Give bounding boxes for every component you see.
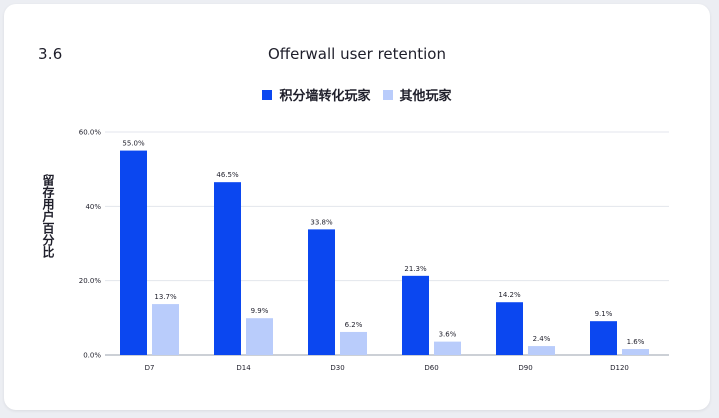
bar <box>152 304 179 355</box>
legend-label-offerwall: 积分墙转化玩家 <box>279 89 371 104</box>
bar-chart-plot: 0.0% 20.0% 40% 60.0% 55.0% 13.7% D7 46.5% 9.9% D1… <box>79 129 669 372</box>
bar-value-label: 13.7% <box>154 293 177 301</box>
bar <box>528 346 555 355</box>
report-card: 3.6 Offerwall user retention 积分墙转化玩家 其他玩… <box>4 4 710 410</box>
bar <box>308 229 335 355</box>
bar <box>590 321 617 355</box>
bar-value-label: 2.4% <box>533 335 551 343</box>
bar-value-label: 9.9% <box>251 307 269 315</box>
legend-item-offerwall: 积分墙转化玩家 <box>262 85 371 104</box>
x-tick-label: D60 <box>424 364 438 372</box>
y-tick-label: 40% <box>85 203 101 211</box>
bar-value-label: 33.8% <box>310 218 333 226</box>
x-tick-label: D30 <box>330 364 344 372</box>
bar <box>434 341 461 355</box>
bar-value-label: 9.1% <box>595 310 613 318</box>
y-tick-label: 20.0% <box>79 277 102 285</box>
legend-swatch-other <box>382 89 393 100</box>
bar-value-label: 21.3% <box>404 265 427 273</box>
y-axis-label: 留存用户百分比 <box>41 174 55 258</box>
bar <box>246 318 273 355</box>
x-tick-label: D7 <box>145 364 155 372</box>
legend-item-other: 其他玩家 <box>382 85 452 104</box>
chart-legend: 积分墙转化玩家 其他玩家 <box>4 85 710 104</box>
bar-value-label: 1.6% <box>627 338 645 346</box>
bar-value-label: 14.2% <box>498 291 521 299</box>
bar-value-label: 46.5% <box>216 171 239 179</box>
bar <box>402 275 429 355</box>
bar-value-label: 6.2% <box>345 321 363 329</box>
bar <box>120 150 147 355</box>
x-tick-label: D120 <box>610 364 629 372</box>
bar <box>622 349 649 355</box>
bar <box>496 302 523 355</box>
bar-value-label: 55.0% <box>122 140 145 148</box>
bar <box>214 182 241 355</box>
bar-value-label: 3.6% <box>439 331 457 339</box>
figure-number: 3.6 <box>38 45 63 63</box>
legend-label-other: 其他玩家 <box>399 89 452 104</box>
x-tick-label: D90 <box>518 364 532 372</box>
legend-swatch-offerwall <box>262 89 273 100</box>
y-tick-label: 0.0% <box>83 352 101 360</box>
chart-title: Offerwall user retention <box>267 45 446 63</box>
bar <box>340 331 367 355</box>
x-tick-label: D14 <box>236 364 251 372</box>
y-tick-label: 60.0% <box>79 129 102 137</box>
